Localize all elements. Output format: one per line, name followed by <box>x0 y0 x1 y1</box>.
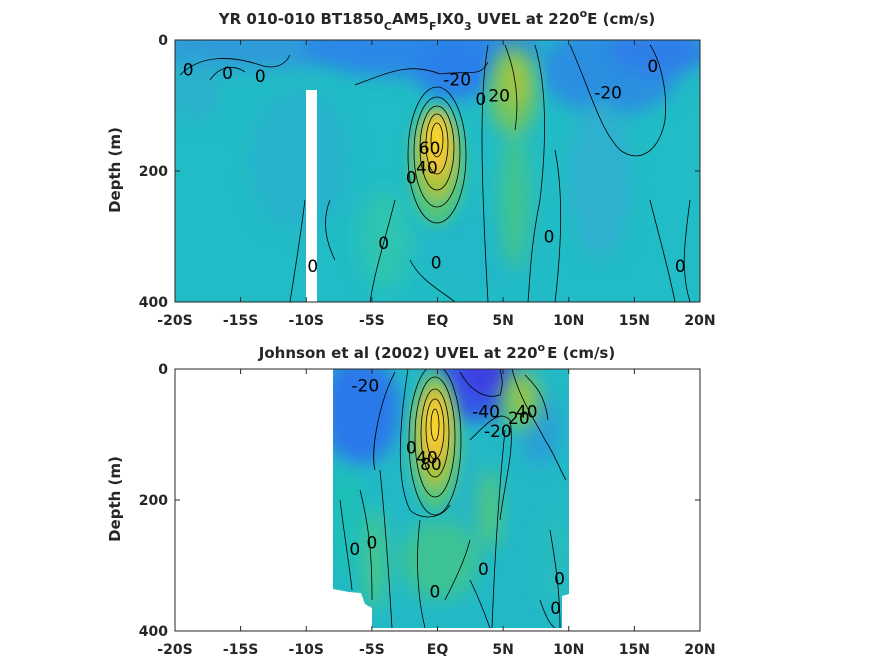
x-tick-label: 20N <box>684 313 715 329</box>
x-tick-label: 10N <box>553 642 584 656</box>
contour-label: 0 <box>307 257 318 277</box>
x-tick-label: -10S <box>289 642 324 656</box>
contour-label: 0 <box>554 570 565 590</box>
contour-label: 40 <box>516 403 538 423</box>
panel-bottom-ylabel: Depth (m) <box>106 456 124 542</box>
x-tick-label: -15S <box>223 313 258 329</box>
contour-label: 0 <box>378 234 389 254</box>
x-tick-label: 5N <box>492 313 513 329</box>
contour-label: 0 <box>478 560 489 580</box>
panel-top-data-gap <box>306 90 317 302</box>
contour-label: 0 <box>366 534 377 554</box>
x-tick-label: -20S <box>157 313 192 329</box>
panel-bottom-x-axis: -20S -15S -10S -5S EQ 5N 10N 15N 20N <box>157 369 716 656</box>
x-tick-label: -10S <box>289 313 324 329</box>
contour-label: -40 <box>472 403 500 423</box>
panel-bottom-field <box>333 369 569 628</box>
contour-label: 40 <box>416 159 438 179</box>
x-tick-label: -20S <box>157 642 192 656</box>
contour-label: -20 <box>351 376 379 396</box>
x-tick-label: -15S <box>223 642 258 656</box>
contour-label: -20 <box>443 70 471 90</box>
contour-label: 0 <box>550 599 561 619</box>
x-tick-label: 5N <box>492 642 513 656</box>
contour-label: 0 <box>222 64 233 84</box>
y-tick-label: 0 <box>158 33 168 49</box>
contour-label: 20 <box>488 87 510 107</box>
contour-label: 20 <box>508 409 530 429</box>
x-tick-label: EQ <box>427 642 449 656</box>
contour-label: 0 <box>255 67 266 87</box>
contour-label: 0 <box>406 169 417 189</box>
x-tick-label: EQ <box>427 313 449 329</box>
contour-label: 0 <box>675 257 686 277</box>
contour-label: 0 <box>431 254 442 274</box>
contour-label: 0 <box>183 60 194 80</box>
y-tick-label: 200 <box>139 493 168 509</box>
x-tick-label: 20N <box>684 642 715 656</box>
y-tick-label: 400 <box>139 624 168 640</box>
x-tick-label: 15N <box>619 313 650 329</box>
panel-bottom-contours <box>339 369 567 628</box>
y-tick-label: 0 <box>158 362 168 378</box>
contour-label: 0 <box>406 439 417 459</box>
contour-label: 40 <box>416 448 438 468</box>
panel-bottom: Johnson et al (2002) UVEL at 220o E (cm/s… <box>106 341 716 656</box>
panel-top-ylabel: Depth (m) <box>106 127 124 213</box>
y-tick-label: 200 <box>139 164 168 180</box>
x-tick-label: -5S <box>359 313 385 329</box>
panel-top-title: YR 010-010 BT1850CAM5FIX03 UVEL at 220oE… <box>218 7 656 33</box>
contour-label: 0 <box>349 540 360 560</box>
y-tick-label: 400 <box>139 295 168 311</box>
x-tick-label: 10N <box>553 313 584 329</box>
panel-bottom-title: Johnson et al (2002) UVEL at 220o E (cm/s… <box>258 341 615 362</box>
panel-top-field <box>175 40 700 302</box>
panel-top: YR 010-010 BT1850CAM5FIX03 UVEL at 220oE… <box>106 7 716 329</box>
x-tick-label: -5S <box>359 642 385 656</box>
contour-label: -20 <box>594 83 622 103</box>
contour-label: 60 <box>419 139 441 159</box>
contour-label: -20 <box>484 422 512 442</box>
panel-top-x-axis: -20S -15S -10S -5S EQ 5N 10N 15N 20N <box>157 40 716 329</box>
panel-top-contours <box>179 44 691 302</box>
contour-label: 0 <box>544 228 555 248</box>
x-tick-label: 15N <box>619 642 650 656</box>
contour-label: 0 <box>475 90 486 110</box>
contour-label: 0 <box>429 583 440 603</box>
contour-label: 0 <box>647 57 658 77</box>
contour-label: 80 <box>420 455 442 475</box>
